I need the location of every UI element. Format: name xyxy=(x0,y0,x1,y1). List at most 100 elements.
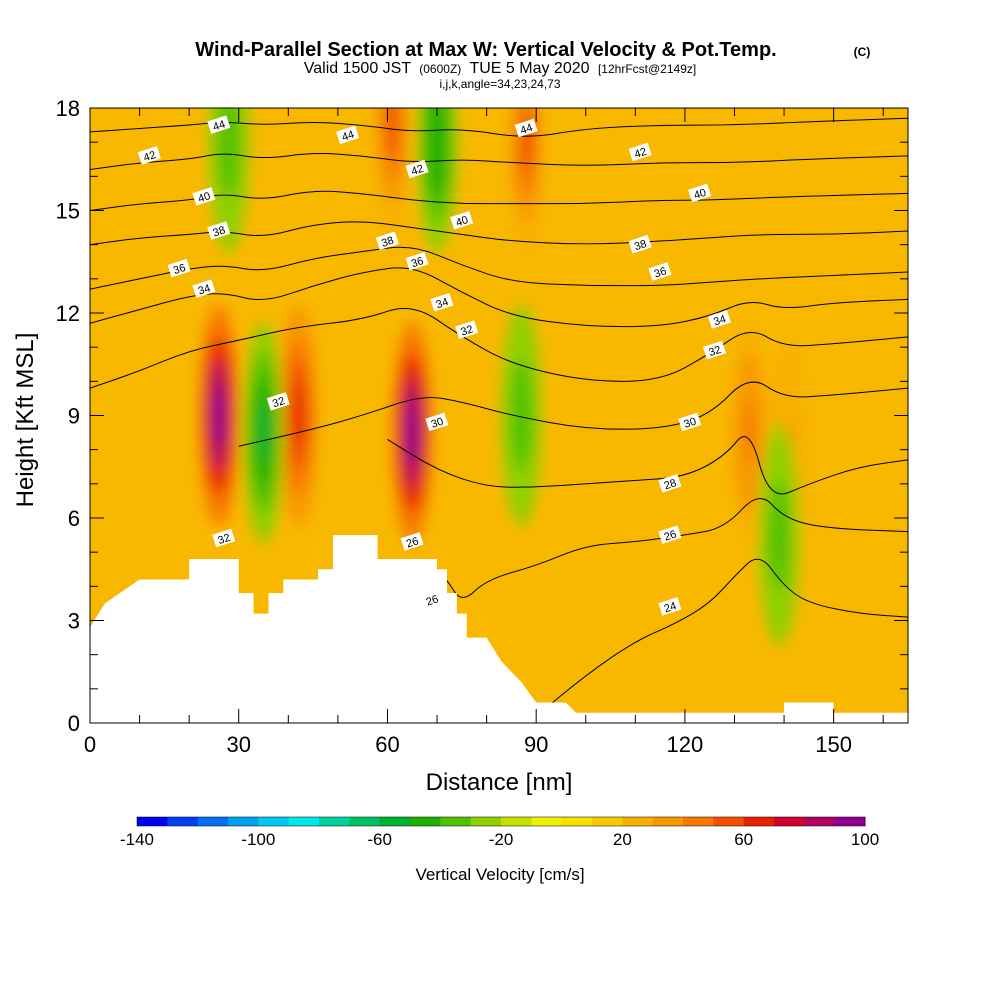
chart-title: Wind-Parallel Section at Max W: Vertical… xyxy=(195,39,776,61)
contour-label-text: 32 xyxy=(271,395,286,410)
contour-label-text: 44 xyxy=(212,118,227,133)
copyright-mark: (C) xyxy=(854,45,871,59)
y-tick-label: 6 xyxy=(68,506,80,531)
colorbar-swatch xyxy=(319,817,350,826)
y-tick-label: 3 xyxy=(68,609,80,634)
contour-label-text: 26 xyxy=(405,535,420,550)
contour-label-text: 42 xyxy=(142,149,157,164)
colorbar-swatch xyxy=(228,817,259,826)
isentrope-28 xyxy=(387,436,908,495)
colorbar-frame xyxy=(136,816,866,827)
downdraft-cell-2-level-3 xyxy=(431,111,443,173)
isentrope-42 xyxy=(90,153,908,170)
contour-label-22: 30 xyxy=(425,412,449,432)
contour-label-1: 44 xyxy=(336,125,360,145)
contour-label-7: 40 xyxy=(450,211,474,230)
colorbar-swatch xyxy=(470,817,502,826)
y-tick-label: 12 xyxy=(56,301,80,326)
contour-label-text: 40 xyxy=(692,187,707,202)
downdraft-cell-1-level-3 xyxy=(773,504,785,566)
contour-label-text: 36 xyxy=(653,265,668,280)
x-tick-label: 90 xyxy=(524,732,548,757)
contour-label-24: 28 xyxy=(658,474,682,493)
colorbar-tick-label: 100 xyxy=(851,830,879,849)
contour-label-27: 26 xyxy=(420,590,444,609)
contour-label-text: 28 xyxy=(663,477,678,492)
colorbar-tick-label: 20 xyxy=(613,830,632,849)
colorbar-swatch xyxy=(167,817,199,826)
x-tick-label: 60 xyxy=(375,732,399,757)
colorbar-swatch xyxy=(804,817,836,826)
contour-label-15: 34 xyxy=(192,279,216,298)
updraft-cell-4-level-3 xyxy=(386,108,398,156)
contour-label-bg xyxy=(207,115,231,134)
colorbar-swatch xyxy=(501,817,532,826)
contour-label-bg xyxy=(375,231,399,251)
contour-label-bg xyxy=(430,293,454,312)
colorbar-swatch xyxy=(349,817,381,826)
contour-label-text: 36 xyxy=(410,255,425,270)
contour-label-text: 24 xyxy=(663,600,678,615)
contour-label-18: 32 xyxy=(455,320,479,339)
contour-label-25: 26 xyxy=(400,532,424,551)
contour-label-bg xyxy=(514,118,538,138)
contour-label-8: 40 xyxy=(688,183,712,203)
contour-label-6: 40 xyxy=(192,187,216,206)
x-axis-label: Distance [nm] xyxy=(426,769,573,796)
contour-label-bg xyxy=(405,159,429,179)
contour-label-9: 38 xyxy=(207,221,231,240)
x-tick-label: 30 xyxy=(226,732,250,757)
contour-label-26: 26 xyxy=(658,525,682,544)
contour-label-5: 42 xyxy=(628,142,652,162)
plot-area: 44 44 44 42 42 42 40 40 40 38 38 38 36 36 36 34 34 34 32 32… xyxy=(90,108,908,723)
contour-label-20: 32 xyxy=(266,392,290,411)
colorbar-tick-label: -100 xyxy=(241,830,275,849)
contour-label-0: 44 xyxy=(207,115,231,134)
contour-label-bg xyxy=(425,412,449,432)
colorbar-swatch xyxy=(622,817,654,826)
contour-label-bg xyxy=(702,340,727,360)
isentrope-38 xyxy=(90,221,908,246)
contour-label-bg xyxy=(420,590,444,609)
colorbar-swatch xyxy=(774,817,805,826)
contour-label-text: 26 xyxy=(425,593,440,608)
contour-label-text: 42 xyxy=(633,146,648,161)
x-tick-label: 0 xyxy=(84,732,96,757)
contour-label-text: 42 xyxy=(410,163,425,178)
contour-label-bg xyxy=(648,262,672,281)
isentrope-30 xyxy=(238,381,908,447)
contour-label-bg xyxy=(192,279,216,298)
contour-label-bg xyxy=(450,211,474,230)
contour-label-bg xyxy=(167,258,191,278)
contour-label-text: 34 xyxy=(712,313,727,328)
downdraft-cell-0-level-3 xyxy=(257,401,270,464)
colorbar-swatch xyxy=(652,817,684,826)
contour-label-bg xyxy=(336,125,360,145)
x-tick-label: 120 xyxy=(667,732,704,757)
colorbar: -140 -100 -60 -20 20 60 100 xyxy=(120,816,879,849)
y-tick-label: 15 xyxy=(56,199,80,224)
contour-label-text: 34 xyxy=(435,296,450,311)
contour-label-text: 30 xyxy=(430,416,445,431)
colorbar-swatch xyxy=(440,817,472,826)
contour-label-bg xyxy=(192,187,216,206)
isentrope-44 xyxy=(90,117,908,137)
colorbar-tick-label: 60 xyxy=(734,830,753,849)
contour-label-10: 38 xyxy=(375,231,399,251)
updraft-cell-5-level-3 xyxy=(743,401,755,464)
contour-label-bg xyxy=(658,525,682,544)
colorbar-swatch xyxy=(531,817,563,826)
contour-label-2: 44 xyxy=(514,118,538,138)
colorbar-tick-label: -20 xyxy=(489,830,514,849)
contour-label-text: 32 xyxy=(216,532,231,547)
x-axis: 0 30 60 90 120 150 xyxy=(84,108,884,757)
contour-label-12: 36 xyxy=(167,258,191,278)
colorbar-swatch xyxy=(683,817,714,826)
colorbar-tick-label: -140 xyxy=(120,830,154,849)
isentrope-24 xyxy=(535,558,908,717)
contour-label-bg xyxy=(455,320,479,339)
velocity-field xyxy=(198,108,810,646)
x-tick-label: 150 xyxy=(815,732,852,757)
contour-label-bg xyxy=(678,412,702,432)
colorbar-swatch xyxy=(743,817,775,826)
